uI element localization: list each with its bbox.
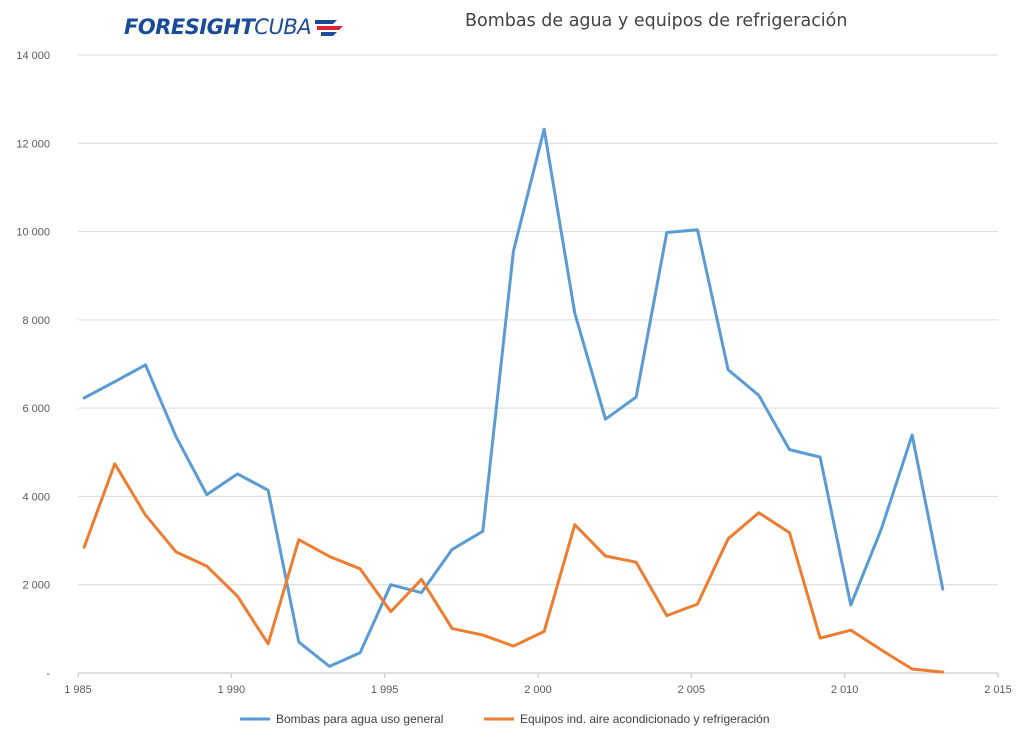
legend: Bombas para agua uso general Equipos ind.… bbox=[240, 712, 770, 726]
legend-label: Equipos ind. aire acondicionado y refrig… bbox=[520, 712, 770, 726]
y-tick-label: 4 000 bbox=[22, 491, 50, 503]
x-tick-label: 2 000 bbox=[524, 684, 552, 696]
y-tick-label: 10 000 bbox=[16, 227, 50, 239]
x-tick-label: 2 010 bbox=[831, 684, 859, 696]
logo-text-cuba: CUBA bbox=[254, 15, 312, 39]
legend-label: Bombas para agua uso general bbox=[276, 712, 443, 726]
series-line-equipos bbox=[82, 462, 945, 674]
y-tick-label: 6 000 bbox=[22, 403, 50, 415]
x-tick-label: 1 995 bbox=[371, 684, 399, 696]
y-tick-label: 14 000 bbox=[16, 50, 50, 62]
y-axis-ticks: - 2 000 4 000 6 000 8 000 10 000 12 000 14 000 bbox=[16, 50, 50, 680]
x-tick-label: 1 985 bbox=[64, 684, 92, 696]
y-tick-label: - bbox=[46, 668, 50, 680]
x-tick-label: 2 005 bbox=[678, 684, 706, 696]
x-axis-ticks: 1 985 1 990 1 995 2 000 2 005 2 010 2 015 bbox=[64, 673, 1012, 696]
y-tick-label: 12 000 bbox=[16, 138, 50, 150]
brand-logo: FORESIGHT CUBA bbox=[124, 12, 345, 42]
x-tick-label: 2 015 bbox=[984, 684, 1012, 696]
series-lines bbox=[82, 127, 945, 674]
y-tick-label: 2 000 bbox=[22, 580, 50, 592]
chart-title: Bombas de agua y equipos de refrigeració… bbox=[465, 11, 848, 31]
logo-text-foresight: FORESIGHT bbox=[124, 15, 255, 39]
series-line-bombas bbox=[82, 127, 945, 668]
flag-stripes-icon bbox=[315, 20, 344, 36]
x-tick-label: 1 990 bbox=[218, 684, 246, 696]
y-tick-label: 8 000 bbox=[22, 315, 50, 327]
